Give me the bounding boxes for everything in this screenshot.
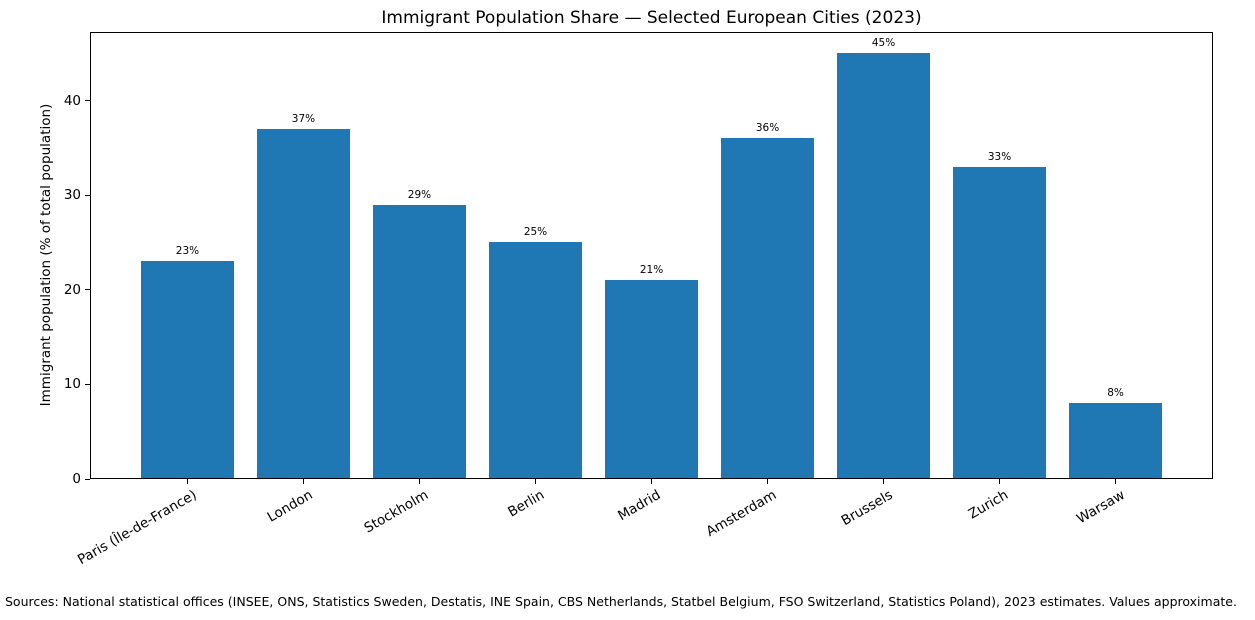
x-tick-label: Madrid	[615, 487, 664, 525]
x-tick-mark	[767, 479, 768, 484]
source-note: Sources: National statistical offices (I…	[5, 594, 1237, 609]
bar-value-label: 8%	[1107, 387, 1124, 400]
bar-5	[605, 280, 698, 478]
bar-8	[953, 166, 1046, 478]
y-tick-mark	[85, 478, 90, 480]
y-tick-label: 0	[72, 471, 81, 487]
x-tick-mark	[418, 479, 420, 484]
bar-4	[489, 242, 582, 478]
x-tick-mark	[186, 479, 188, 484]
y-tick-mark	[85, 194, 90, 196]
x-tick-mark	[883, 479, 885, 484]
bar-value-label: 37%	[291, 112, 316, 125]
x-tick-label: Brussels	[838, 487, 896, 530]
x-tick-mark	[999, 479, 1001, 484]
y-tick-label: 10	[63, 376, 81, 393]
chart-title: Immigrant Population Share — Selected Eu…	[381, 8, 922, 28]
y-tick-label: 40	[63, 92, 81, 109]
y-tick-mark	[85, 289, 90, 291]
y-axis-label: Immigrant population (% of total populat…	[38, 103, 54, 407]
x-tick-label: London	[264, 487, 316, 526]
x-tick-label: Amsterdam	[703, 487, 780, 541]
x-tick-label: Berlin	[505, 487, 548, 521]
bar-value-label: 29%	[407, 188, 432, 201]
y-tick-mark	[85, 383, 90, 385]
x-tick-label: Zurich	[966, 487, 1012, 523]
y-tick-mark	[85, 100, 90, 102]
bar-6	[721, 138, 814, 478]
bar-1	[141, 261, 234, 478]
bar-7	[837, 53, 930, 478]
bar-value-label: 21%	[639, 264, 664, 277]
bar-value-label: 23%	[175, 245, 200, 258]
bar-value-label: 45%	[871, 37, 896, 50]
x-tick-mark	[1115, 479, 1117, 484]
bar-3	[373, 204, 466, 478]
x-tick-mark	[651, 479, 652, 484]
x-tick-mark	[534, 479, 536, 484]
x-tick-label: Warsaw	[1073, 487, 1128, 528]
x-tick-label: Stockholm	[361, 487, 432, 537]
y-tick-label: 20	[63, 281, 81, 298]
bar-value-label: 25%	[523, 226, 548, 239]
x-tick-mark	[302, 479, 304, 484]
bar-value-label: 36%	[755, 122, 780, 135]
bar-2	[257, 128, 350, 478]
bar-9	[1069, 403, 1162, 478]
y-tick-label: 30	[63, 187, 81, 204]
bar-value-label: 33%	[987, 150, 1012, 163]
x-tick-label: Paris (Île-de-France)	[74, 487, 200, 569]
